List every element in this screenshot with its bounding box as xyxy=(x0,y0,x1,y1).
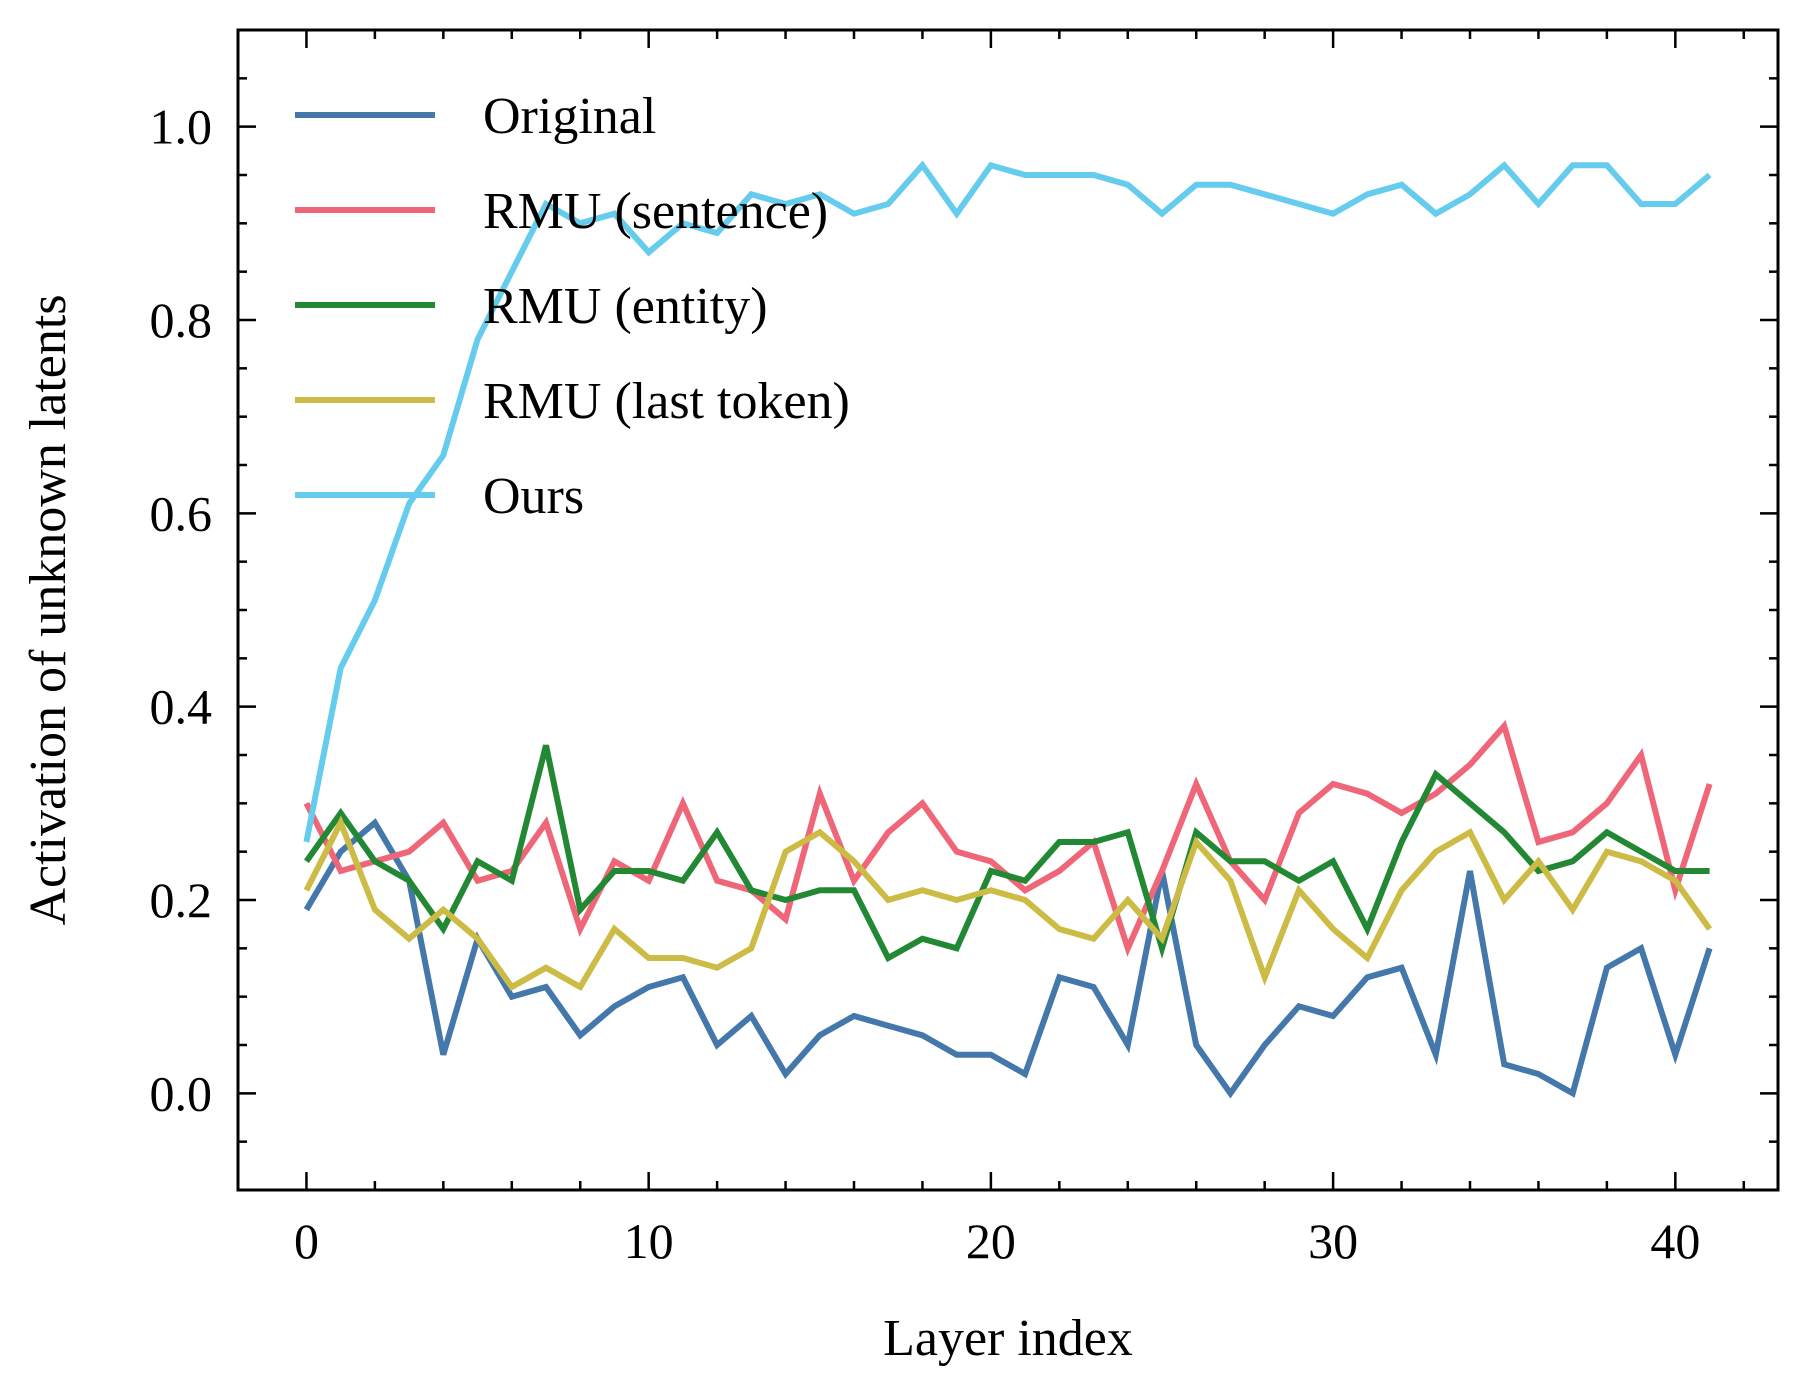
legend-label-original: Original xyxy=(483,88,656,145)
legend-label-rmu-sentence: RMU (sentence) xyxy=(483,183,828,240)
legend-label-rmu-entity: RMU (entity) xyxy=(483,278,768,335)
legend-label-ours: Ours xyxy=(483,468,584,525)
x-tick-label: 0 xyxy=(294,1213,319,1269)
x-tick-label: 40 xyxy=(1650,1213,1700,1269)
y-tick-label: 0.2 xyxy=(150,872,213,928)
series-line-rmu-last-token xyxy=(303,815,1713,992)
y-tick-label: 0.6 xyxy=(150,485,213,541)
legend-label-rmu-last-token: RMU (last token) xyxy=(483,373,850,430)
series-line-ours xyxy=(303,160,1712,843)
plot-frame xyxy=(236,28,1780,1192)
y-tick-label: 1.0 xyxy=(150,99,213,155)
y-axis-label: Activation of unknown latents xyxy=(20,294,77,925)
x-axis-label: Layer index xyxy=(883,1310,1133,1367)
x-tick-label: 10 xyxy=(624,1213,674,1269)
y-tick-label: 0.0 xyxy=(150,1065,213,1121)
y-tick-label: 0.8 xyxy=(150,292,213,348)
series-line-original xyxy=(303,818,1713,1099)
tick-labels: 0 10 20 30 40 0.0 0.2 0.4 0.6 0.8 1.0 xyxy=(150,99,1701,1269)
plot-series xyxy=(303,160,1713,1099)
y-tick-label: 0.4 xyxy=(150,679,213,735)
legend: Original RMU (sentence) RMU (entity) RMU (l… xyxy=(295,88,850,525)
x-tick-label: 30 xyxy=(1308,1213,1358,1269)
series-line-rmu-entity xyxy=(303,744,1710,963)
x-tick-label: 20 xyxy=(966,1213,1016,1269)
